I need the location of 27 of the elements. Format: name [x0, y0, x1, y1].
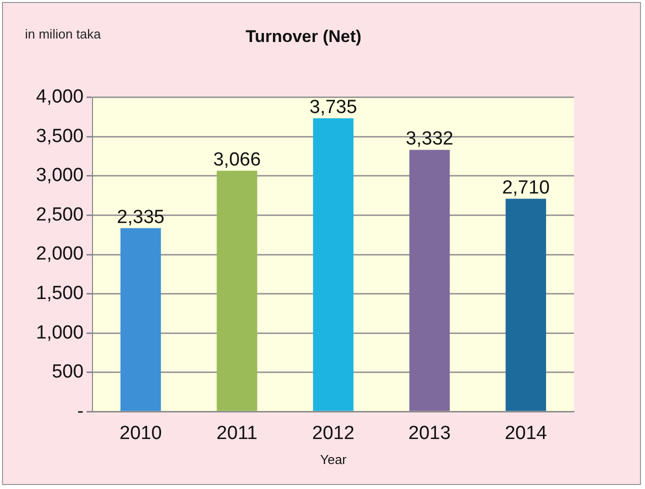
text: in milion taka: [25, 26, 102, 42]
y-tick-label: 1,000: [36, 322, 84, 344]
bar: [120, 228, 161, 411]
y-tick-label: 4,000: [36, 86, 84, 108]
y-tick-label: 500: [52, 362, 84, 383]
x-tick-label: 2012: [312, 423, 354, 444]
data-label: 3,066: [213, 150, 261, 170]
data-label: 3,735: [310, 96, 358, 118]
y-tick-label: 2,000: [36, 244, 84, 265]
bar: [409, 150, 450, 411]
y-tick-label: 3,500: [36, 126, 84, 147]
chart-title: Turnover (Net): [246, 26, 362, 46]
x-axis-title: Year: [320, 452, 348, 467]
y-tick-label: 2,500: [36, 204, 84, 226]
x-tick-label: 2014: [504, 423, 548, 444]
bar: [506, 198, 546, 411]
y-tick-label: 1,500: [36, 283, 84, 304]
bar: [216, 170, 258, 411]
data-label: 2,710: [502, 177, 550, 198]
x-tick-label: 2013: [408, 423, 451, 444]
x-tick-label: 2010: [120, 423, 162, 444]
y-tick-label: -: [77, 400, 84, 422]
y-tick-label: 3,000: [36, 165, 84, 186]
bar: [313, 118, 354, 411]
data-label: 2,335: [116, 206, 164, 228]
data-label: 3,332: [406, 128, 454, 150]
x-tick-label: 2011: [216, 423, 258, 444]
